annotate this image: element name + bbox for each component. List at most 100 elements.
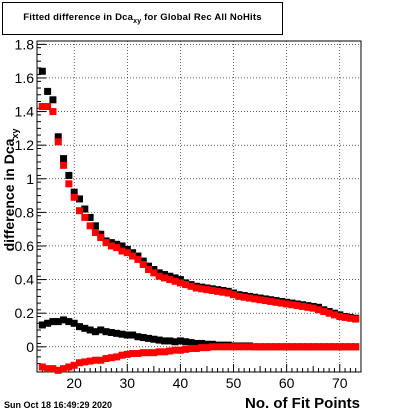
series-3-point [38,363,46,371]
series-3-point [102,355,110,363]
series-0-point [44,87,52,95]
series-2-point [139,334,147,342]
series-1-point [336,313,344,321]
series-1-point [54,138,62,146]
series-1-point [139,260,147,268]
series-1-point [341,313,349,321]
series-2-point [187,339,195,347]
series-2-point [113,329,121,337]
series-2-point [192,339,200,347]
y-tick-label: 1.8 [15,36,35,52]
series-3-point [352,343,360,351]
series-3-point [44,365,52,373]
series-1-point [118,247,126,255]
series-1-point [224,289,232,297]
series-2-point [134,333,142,341]
series-1-point [272,298,280,306]
series-1-point [107,242,115,250]
series-3-point [118,351,126,359]
series-2-point [70,319,78,327]
series-1-point [330,311,338,319]
series-1-point [44,103,52,111]
chart-title: Fitted difference in Dcaxy for Global Re… [23,12,262,25]
series-1-point [155,272,163,280]
series-3-point [75,359,83,367]
series-3-point [160,348,168,356]
series-1-point [261,297,269,305]
series-2-point [107,329,115,337]
y-tick-label: 1.4 [15,104,35,120]
series-3-point [293,343,301,351]
x-axis-label: No. of Fit Points [245,395,360,412]
series-3-point [230,343,238,351]
series-1-point [230,291,238,299]
series-2-point [123,331,131,339]
series-3-point [214,343,222,351]
series-0-point [70,188,78,196]
series-1-point [75,207,83,215]
series-1-point [288,301,296,309]
series-0-point [60,155,68,163]
series-3-point [224,343,232,351]
series-1-point [283,300,291,308]
series-1-point [81,213,89,221]
series-1-point [70,193,78,201]
series-3-point [171,346,179,354]
series-3-point [315,343,323,351]
series-3-point [145,349,153,357]
series-1-point [214,287,222,295]
series-3-point [330,343,338,351]
series-1-point [176,279,184,287]
series-0-point [81,205,89,213]
series-3-point [134,350,142,358]
y-tick-label: 0.4 [15,272,35,288]
series-1-point [102,239,110,247]
series-1-point [113,244,121,252]
series-3-point [325,343,333,351]
y-tick-label: 0 [26,339,34,355]
series-1-point [86,222,94,230]
y-axis-label: difference in Dcaxy [1,128,20,252]
series-0-point [38,67,46,75]
series-2-point [102,328,110,336]
series-1-point [97,234,105,242]
series-3-point [304,343,312,351]
series-3-point [123,350,131,358]
series-2-point [86,326,94,334]
series-1-point [171,277,179,285]
series-1-point [325,309,333,317]
series-1-point [245,294,253,302]
series-0-point [49,96,57,104]
series-3-point [60,365,68,373]
series-1-point [91,229,99,237]
series-1-point [309,304,317,312]
series-3-point [182,345,190,353]
series-1-point [208,287,216,295]
y-tick-label: 0.8 [15,204,35,220]
series-3-point [86,357,94,365]
series-1-point [240,293,248,301]
x-tick-label: 70 [332,375,348,391]
series-3-point [208,343,216,351]
y-tick-label: 0.2 [15,305,35,321]
series-3-point [346,343,354,351]
series-2-point [75,323,83,331]
x-tick-label: 60 [279,375,295,391]
series-3-point [49,365,57,373]
series-2-point [171,338,179,346]
series-3-point [240,343,248,351]
series-3-point [150,349,158,357]
series-1-point [315,306,323,314]
series-1-point [320,308,328,316]
series-1-point [192,284,200,292]
series-1-point [267,297,275,305]
series-3-point [129,350,137,358]
series-1-point [60,161,68,169]
series-3-point [187,344,195,352]
series-2-point [54,318,62,326]
x-tick-label: 20 [66,375,82,391]
axis-ticks: 20 30 40 50 60 70 0 0.2 0.4 0.6 0.8 1 1.2 1.4 1.6 1.8 [15,36,357,391]
timestamp: Sun Oct 18 16:49:29 2020 [4,400,113,410]
x-tick-label: 40 [173,375,189,391]
